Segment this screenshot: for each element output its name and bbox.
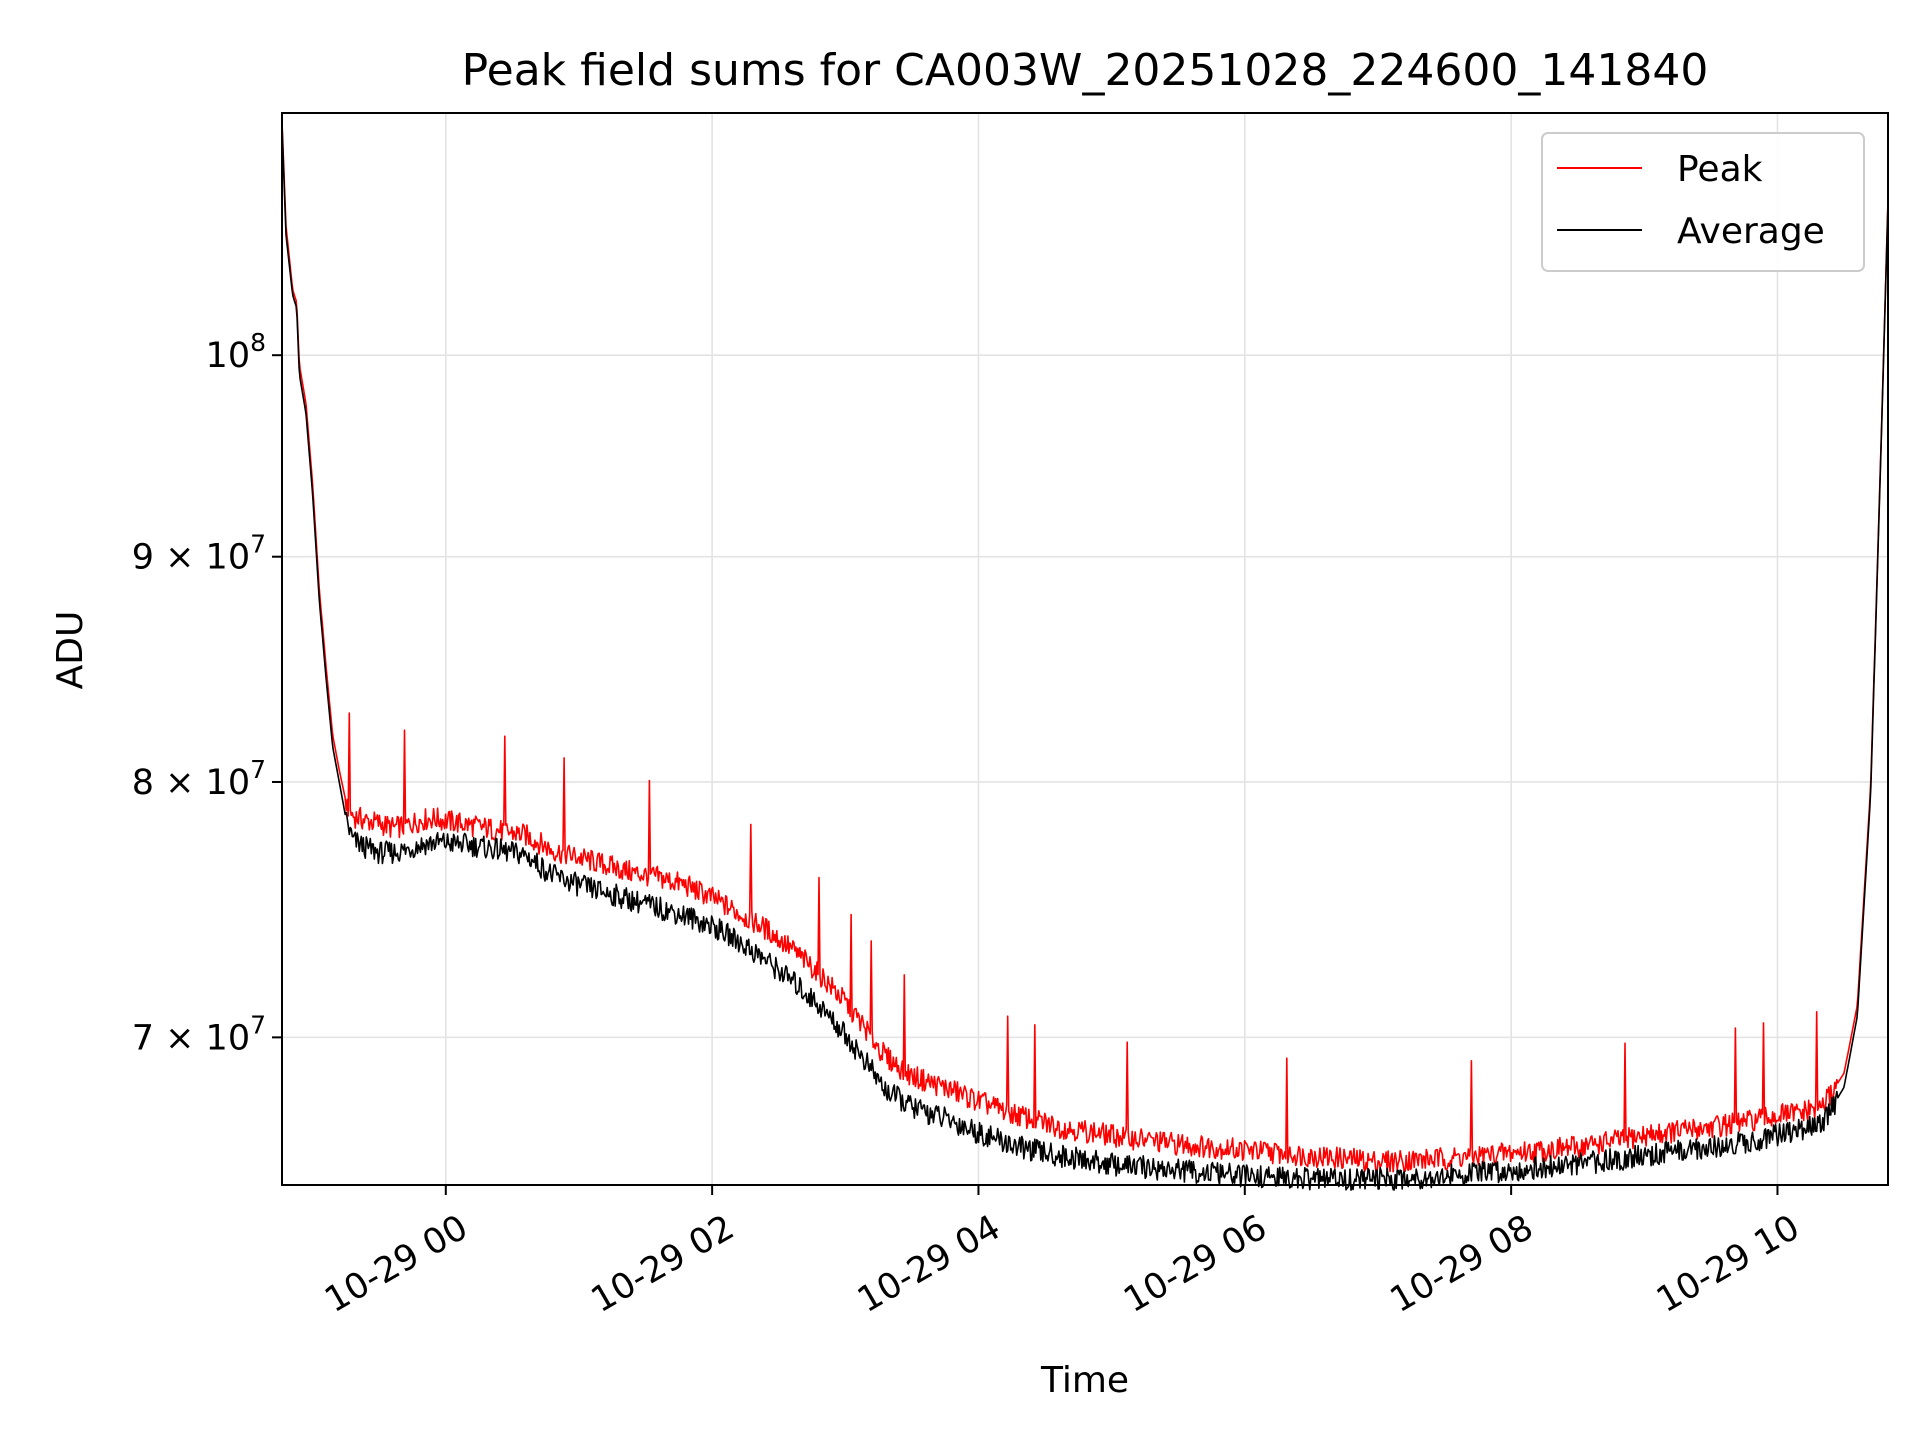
legend-average-label: Average [1677,211,1825,252]
y-tick-label: 7 × 107 [132,1010,266,1058]
series-line-average [281,124,1889,1191]
x-tick-label: 10-29 06 [1117,1208,1273,1321]
x-tick-label: 10-29 10 [1650,1208,1806,1321]
x-tick-label: 10-29 08 [1384,1208,1540,1321]
x-tick-label: 10-29 04 [851,1208,1007,1321]
chart-title: Peak field sums for CA003W_20251028_2246… [462,45,1709,96]
x-axis-ticks: 10-29 00 10-29 02 10-29 04 10-29 06 10-29 08… [318,1185,1806,1321]
series-line-peak [281,121,1889,1174]
grid [282,113,1888,1185]
legend: Peak Average [1541,132,1865,272]
y-axis-label: ADU [50,611,91,690]
plot-frame [281,112,1889,1186]
y-tick-label: 8 × 107 [132,755,266,803]
y-tick-label: 108 [206,328,266,376]
x-axis-label: Time [1040,1360,1129,1401]
x-tick-label: 10-29 02 [585,1208,741,1321]
legend-peak-label: Peak [1677,149,1763,190]
x-tick-label: 10-29 00 [318,1208,474,1321]
series-layer [281,121,1889,1191]
y-axis-ticks: 108 9 × 107 8 × 107 7 × 107 [132,328,282,1058]
y-tick-label: 9 × 107 [132,530,266,578]
